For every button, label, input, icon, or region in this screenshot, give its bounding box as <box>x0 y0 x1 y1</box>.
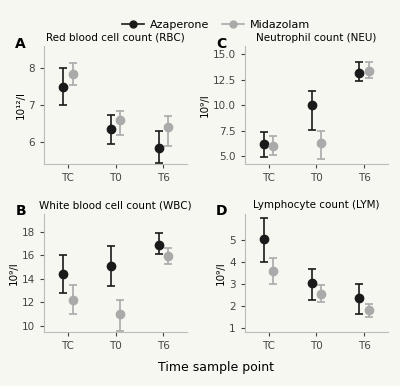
Title: White blood cell count (WBC): White blood cell count (WBC) <box>39 200 192 210</box>
Y-axis label: 10¹²/l: 10¹²/l <box>16 91 26 119</box>
Y-axis label: 10⁹/l: 10⁹/l <box>200 93 210 117</box>
Text: Time sample point: Time sample point <box>158 361 274 374</box>
Title: Neutrophil count (NEU): Neutrophil count (NEU) <box>256 33 376 43</box>
Text: A: A <box>15 37 26 51</box>
Title: Red blood cell count (RBC): Red blood cell count (RBC) <box>46 33 185 43</box>
Text: C: C <box>216 37 226 51</box>
Y-axis label: 10⁹/l: 10⁹/l <box>216 261 226 285</box>
Legend: Azaperone, Midazolam: Azaperone, Midazolam <box>117 15 315 34</box>
Text: B: B <box>15 205 26 218</box>
Title: Lymphocyte count (LYM): Lymphocyte count (LYM) <box>253 200 380 210</box>
Text: D: D <box>216 205 228 218</box>
Y-axis label: 10⁹/l: 10⁹/l <box>9 261 19 285</box>
